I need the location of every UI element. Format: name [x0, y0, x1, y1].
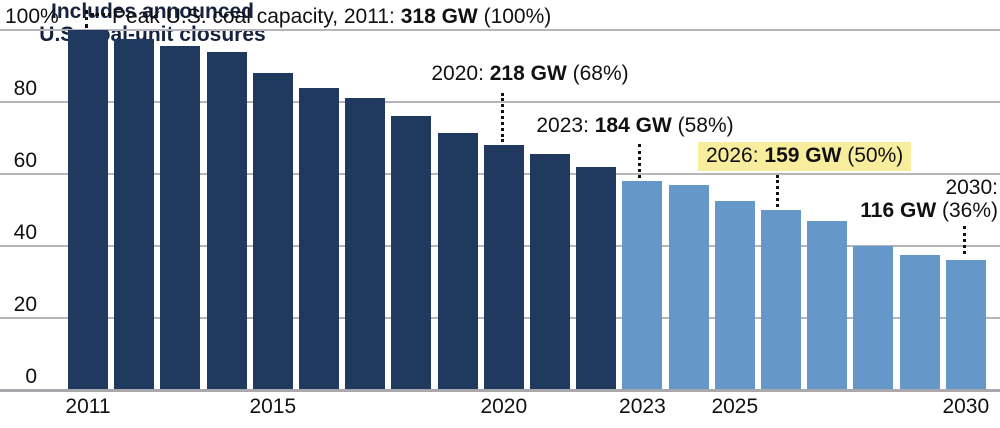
- annotation-text: 2026:: [706, 144, 765, 167]
- y-tick-label-0: 0: [25, 365, 37, 388]
- annotation-text: (36%): [936, 199, 998, 222]
- bar-2020: [483, 145, 524, 390]
- annotation-2030: 2030: 116 GW (36%): [860, 176, 998, 222]
- bar-2015: [252, 73, 293, 390]
- dotted-connector-2030: [963, 226, 966, 254]
- annotation-2023: 2023: 184 GW (58%): [535, 114, 735, 138]
- x-tick-label-2020: 2020: [480, 395, 528, 418]
- annotation-2020: 2020: 218 GW (68%): [430, 62, 630, 86]
- bar-2012: [114, 39, 155, 390]
- bar-2028: [853, 246, 894, 390]
- x-tick-label-2011: 2011: [65, 395, 111, 418]
- annotation-text: (68%): [566, 62, 629, 85]
- dotted-connector-2026: [776, 175, 779, 207]
- bar-2029: [899, 255, 940, 390]
- bar-2014: [206, 51, 247, 390]
- y-tick-label-40: 40: [13, 221, 37, 244]
- annotation-peak-2011: Peak U.S. coal capacity, 2011: 318 GW (1…: [112, 5, 551, 29]
- bar-2023: [622, 181, 663, 390]
- annotation-text: 2023:: [536, 114, 595, 137]
- annotation-value: 159 GW: [764, 144, 842, 167]
- dotted-connector-2023: [638, 144, 641, 178]
- annotation-text: 2020:: [431, 62, 490, 85]
- annotation-text: (58%): [671, 114, 734, 137]
- bar-2016: [299, 87, 339, 390]
- annotation-value: 184 GW: [594, 114, 672, 137]
- y-tick-label-60: 60: [13, 149, 37, 172]
- annotation-text: Peak U.S. coal capacity, 2011:: [112, 5, 401, 28]
- annotation-text: 2030:: [945, 176, 998, 199]
- bar-2026: [761, 210, 801, 390]
- annotation-value: 116 GW: [860, 199, 937, 222]
- bar-2019: [437, 132, 478, 390]
- annotation-text: (100%): [477, 5, 552, 28]
- x-tick-label-2015: 2015: [249, 395, 297, 418]
- bar-2030: [945, 260, 986, 390]
- bar-2017: [345, 98, 386, 390]
- y-tick-label-100: 100%: [5, 5, 59, 28]
- y-tick-label-20: 20: [13, 293, 37, 316]
- bar-2018: [391, 116, 432, 390]
- annotation-value: 218 GW: [489, 62, 567, 85]
- y-tick-label-80: 80: [13, 77, 37, 100]
- peak-dotted-leader-vertical: [85, 10, 88, 28]
- bar-2024: [668, 184, 709, 390]
- gridline-80: [0, 101, 1000, 103]
- gridline-100: [0, 29, 1000, 31]
- bar-2025: [714, 201, 755, 390]
- bar-2021: [530, 154, 570, 390]
- bar-2013: [160, 46, 201, 390]
- bar-2011: [68, 30, 108, 390]
- dotted-connector-2020: [501, 93, 504, 142]
- peak-dotted-leader-horizontal: [91, 13, 111, 16]
- note-line: Includes announced: [50, 0, 255, 23]
- x-tick-label-2023: 2023: [619, 395, 666, 418]
- x-tick-label-2025: 2025: [711, 395, 759, 418]
- x-axis-line: [0, 389, 1000, 392]
- annotation-2026-highlighted: 2026: 159 GW (50%): [698, 142, 912, 171]
- x-tick-label-2030: 2030: [942, 395, 990, 418]
- bar-2027: [807, 220, 848, 390]
- annotation-value: 318 GW: [400, 5, 478, 28]
- bar-2022: [576, 166, 617, 390]
- annotation-text: (50%): [841, 144, 904, 167]
